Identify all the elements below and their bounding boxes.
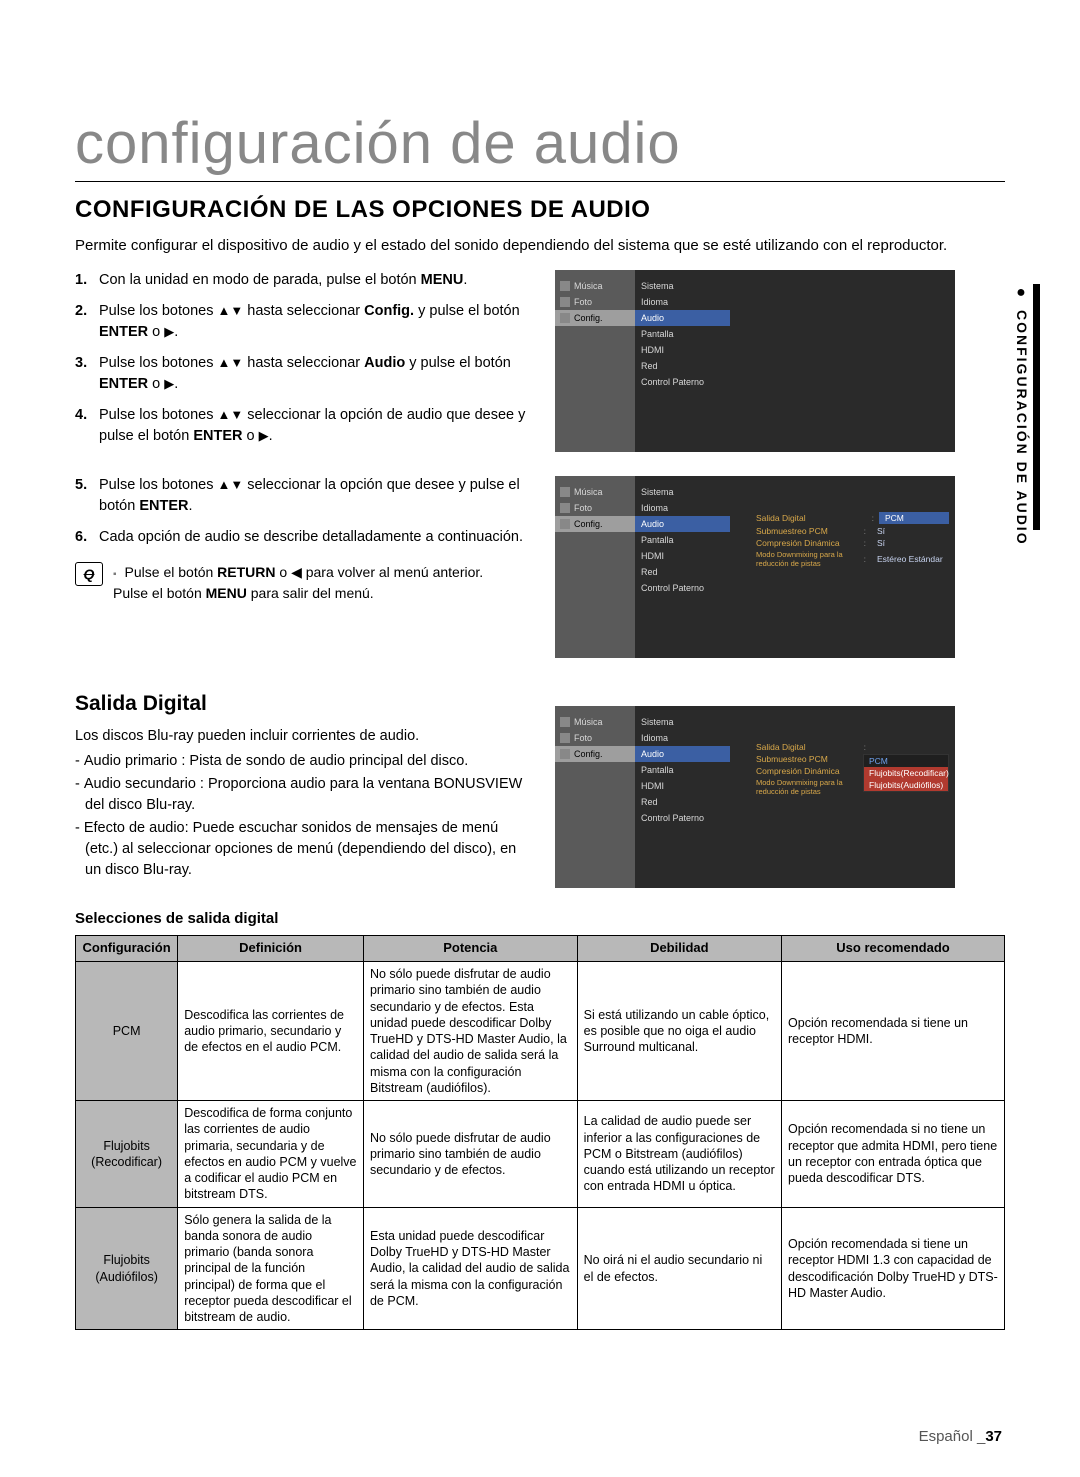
music-icon xyxy=(560,281,570,291)
step-2: Pulse los botones ▲▼ hasta seleccionar C… xyxy=(75,301,535,343)
music-icon xyxy=(560,717,570,727)
step-3: Pulse los botones ▲▼ hasta seleccionar A… xyxy=(75,353,535,395)
salida-bullets: Audio primario : Pista de sondo de audio… xyxy=(75,751,535,881)
salida-intro: Los discos Blu-ray pueden incluir corrie… xyxy=(75,726,535,747)
table-body: PCM Descodifica las corrientes de audio … xyxy=(76,962,1005,1330)
screenshot-menu-audio: Música Foto Config. Sistema Idioma Audio… xyxy=(555,270,955,452)
bullet-secondary: Audio secundario : Proporciona audio par… xyxy=(75,774,535,816)
th-weakness: Debilidad xyxy=(577,936,781,962)
music-icon xyxy=(560,487,570,497)
note-line: Pulse el botón RETURN o ◀ para volver al… xyxy=(113,562,483,603)
table-row: Flujobits (Audiófilos) Sólo genera la sa… xyxy=(76,1207,1005,1330)
table-row: Flujobits (Recodificar) Descodifica de f… xyxy=(76,1101,1005,1208)
photo-icon xyxy=(560,733,570,743)
side-tab-label: ● CONFIGURACIÓN DE AUDIO xyxy=(1014,284,1030,546)
photo-icon xyxy=(560,297,570,307)
gear-icon xyxy=(560,749,570,759)
gear-icon xyxy=(560,313,570,323)
th-recommended: Uso recomendado xyxy=(782,936,1005,962)
page-footer: Español _37 xyxy=(919,1428,1002,1445)
side-indicator-bar xyxy=(1033,284,1040,530)
bullet-effect: Efecto de audio: Puede escuchar sonidos … xyxy=(75,818,535,881)
digital-output-table: Configuración Definición Potencia Debili… xyxy=(75,935,1005,1330)
step-1: Con la unidad en modo de parada, pulse e… xyxy=(75,270,535,291)
bullet-icon: ● xyxy=(1016,284,1028,302)
step-6: Cada opción de audio se describe detalla… xyxy=(75,527,535,548)
gear-icon xyxy=(560,519,570,529)
table-row: PCM Descodifica las corrientes de audio … xyxy=(76,962,1005,1101)
note-icon: Q xyxy=(75,562,103,586)
section-heading: CONFIGURACIÓN DE LAS OPCIONES DE AUDIO xyxy=(75,196,1005,224)
selections-heading: Selecciones de salida digital xyxy=(75,910,1005,927)
photo-icon xyxy=(560,503,570,513)
intro-paragraph: Permite configurar el dispositivo de aud… xyxy=(75,236,965,256)
steps-list: Con la unidad en modo de parada, pulse e… xyxy=(75,270,535,548)
sub-heading-salida: Salida Digital xyxy=(75,692,535,716)
th-config: Configuración xyxy=(76,936,178,962)
bullet-primary: Audio primario : Pista de sondo de audio… xyxy=(75,751,535,772)
step-5: Pulse los botones ▲▼ seleccionar la opci… xyxy=(75,475,535,517)
page-title: configuración de audio xyxy=(75,110,1005,182)
screenshot-salida-popup: Música Foto Config. Sistema Idioma Audio… xyxy=(555,706,955,888)
screenshot-audio-options: Música Foto Config. Sistema Idioma Audio… xyxy=(555,476,955,658)
th-definition: Definición xyxy=(178,936,364,962)
note-row: Q Pulse el botón RETURN o ◀ para volver … xyxy=(75,562,535,603)
th-strength: Potencia xyxy=(363,936,577,962)
step-4: Pulse los botones ▲▼ seleccionar la opci… xyxy=(75,405,535,447)
